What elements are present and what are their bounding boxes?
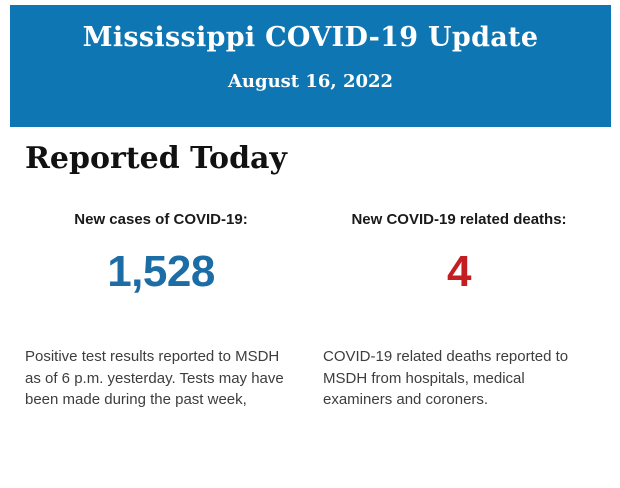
page-title: Mississippi COVID-19 Update [82, 22, 539, 53]
section-heading: Reported Today [25, 141, 287, 176]
stat-new-cases: New cases of COVID-19: 1,528 Positive te… [25, 212, 297, 411]
report-body: Reported Today New cases of COVID-19: 1,… [0, 127, 620, 411]
report-date: August 16, 2022 [227, 71, 394, 92]
cases-label: New cases of COVID-19: [74, 211, 248, 228]
stats-columns: New cases of COVID-19: 1,528 Positive te… [25, 212, 595, 411]
header-banner: Mississippi COVID-19 Update August 16, 2… [10, 5, 611, 127]
deaths-label: New COVID-19 related deaths: [351, 211, 567, 228]
cases-value: 1,528 [107, 247, 215, 296]
cases-description: Positive test results reported to MSDH a… [25, 348, 284, 408]
deaths-description: COVID-19 related deaths reported to MSDH… [323, 348, 569, 408]
deaths-value: 4 [447, 247, 471, 296]
covid-update-card: Mississippi COVID-19 Update August 16, 2… [0, 5, 620, 411]
stat-new-deaths: New COVID-19 related deaths: 4 COVID-19 … [323, 212, 595, 411]
